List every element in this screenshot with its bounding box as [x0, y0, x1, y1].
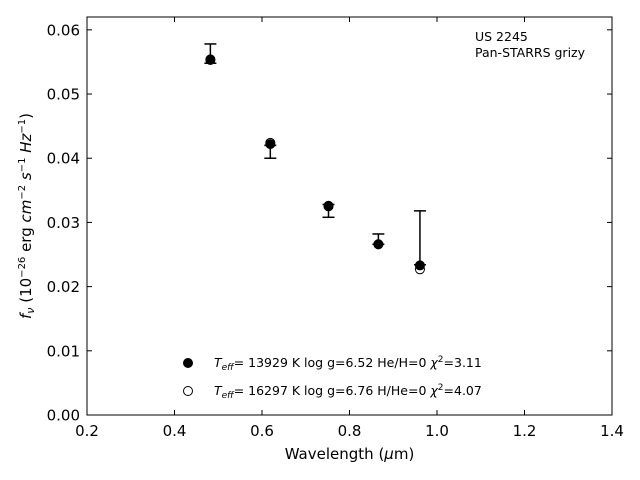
- plot-frame: [86, 16, 613, 416]
- x-tick-label: 0.6: [250, 422, 274, 440]
- model-point-open: [373, 239, 384, 250]
- x-axis-label: Wavelength (μm): [285, 445, 415, 463]
- y-tick-label: 0.01: [47, 342, 80, 360]
- legend-entry-open: Teff= 16297 K log g=6.76 H/He=0 χ2=4.07: [214, 383, 482, 401]
- y-tick-labels: 0.00 0.01 0.02 0.03 0.04 0.05 0.06: [47, 21, 80, 424]
- x-tick-labels: 0.2 0.4 0.6 0.8 1.0 1.2 1.4: [75, 422, 624, 440]
- y-tick-label: 0.04: [47, 150, 80, 168]
- y-tick-label: 0.06: [47, 21, 80, 39]
- x-tick-label: 1.0: [425, 422, 449, 440]
- legend-marker-filled: [183, 358, 193, 368]
- y-tick-label: 0.02: [47, 278, 80, 296]
- y-tick-label: 0.05: [47, 86, 80, 104]
- x-tick-label: 1.2: [513, 422, 537, 440]
- annotation-survey-name: Pan-STARRS grizy: [475, 45, 586, 60]
- error-bars: [204, 43, 426, 266]
- x-tick-label: 0.2: [75, 422, 99, 440]
- x-tick-label: 1.4: [600, 422, 624, 440]
- model-point-open: [205, 54, 216, 65]
- legend-entry-filled: Teff= 13929 K log g=6.52 He/H=0 χ2=3.11: [214, 355, 482, 373]
- data-points: [205, 54, 425, 275]
- legend: Teff= 13929 K log g=6.52 He/H=0 χ2=3.11 …: [183, 355, 482, 401]
- model-point-open: [414, 264, 425, 275]
- x-tick-label: 0.4: [163, 422, 187, 440]
- y-axis-label: fν (10−26 erg cm−2 s−1 Hz−1): [17, 113, 37, 319]
- x-tick-label: 0.8: [338, 422, 362, 440]
- y-tick-label: 0.00: [47, 407, 80, 425]
- annotation-object-name: US 2245: [475, 29, 528, 44]
- model-point-filled: [414, 260, 425, 271]
- y-tick-label: 0.03: [47, 214, 80, 232]
- model-point-open: [265, 137, 276, 148]
- legend-marker-open: [183, 386, 193, 396]
- model-point-open: [323, 201, 334, 212]
